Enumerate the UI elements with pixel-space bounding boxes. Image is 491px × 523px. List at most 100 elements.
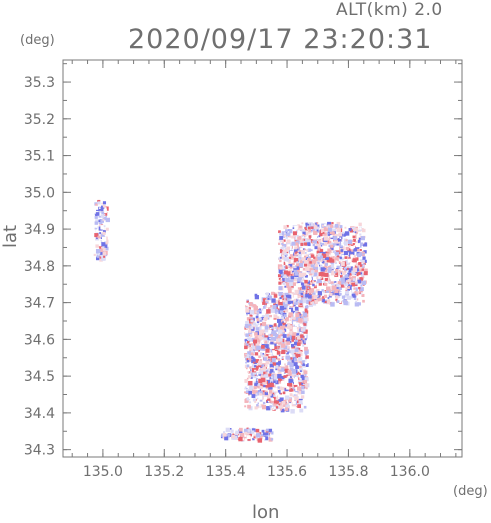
echo-cell: [265, 360, 270, 365]
echo-cell: [356, 268, 359, 272]
echo-cell: [283, 331, 286, 333]
echo-cell: [362, 299, 365, 303]
echo-cell: [269, 295, 273, 299]
echo-cell: [327, 237, 330, 241]
echo-cell: [290, 326, 295, 330]
echo-cell: [294, 271, 299, 276]
echo-cell: [287, 249, 290, 252]
echo-cell: [348, 228, 352, 231]
altitude-label: ALT(km) 2.0: [336, 0, 443, 20]
echo-cell: [359, 264, 363, 267]
echo-cell: [297, 272, 300, 275]
echo-cell: [97, 240, 101, 244]
echo-cell: [343, 300, 348, 306]
echo-cell: [336, 284, 340, 288]
echo-cell: [264, 368, 267, 371]
echo-cell: [293, 382, 295, 384]
echo-cell: [96, 237, 98, 240]
echo-cell: [355, 230, 359, 234]
echo-cell: [300, 385, 305, 390]
echo-cell: [330, 244, 334, 248]
echo-cell: [98, 211, 104, 216]
echo-cell: [279, 249, 284, 254]
echo-cell: [304, 335, 307, 339]
x-tick-label: 135.0: [83, 464, 123, 480]
echo-cell: [283, 239, 286, 242]
echo-cell: [300, 349, 303, 353]
echo-cell: [328, 267, 332, 271]
echo-cell: [101, 256, 106, 261]
echo-cell: [315, 222, 319, 225]
echo-cell: [255, 324, 258, 327]
echo-cell: [251, 345, 256, 350]
echo-cell: [258, 323, 260, 326]
echo-cell: [301, 260, 305, 264]
echo-cell: [315, 258, 319, 262]
echo-cell: [298, 382, 303, 386]
echo-cell: [300, 374, 304, 379]
echo-cell: [320, 248, 324, 253]
echo-cell: [308, 248, 312, 252]
echo-cell: [224, 436, 229, 441]
echo-cell: [301, 222, 304, 225]
echo-cell: [336, 221, 341, 226]
echo-cell: [244, 331, 248, 335]
echo-cell: [271, 329, 274, 332]
echo-cell: [296, 234, 299, 237]
y-tick-label: 34.8: [24, 259, 55, 275]
echo-cell: [258, 378, 263, 384]
echo-cell: [235, 430, 239, 435]
echo-cell: [248, 390, 253, 395]
echo-cell: [286, 403, 290, 407]
echo-cell: [250, 379, 255, 383]
echo-cell: [320, 267, 325, 272]
echo-cell: [95, 213, 98, 216]
y-tick-label: 35.1: [24, 149, 55, 165]
echo-cell: [268, 300, 272, 304]
echo-cell: [323, 236, 329, 241]
echo-cell: [262, 352, 265, 355]
echo-cell: [95, 203, 98, 207]
echo-cell: [317, 278, 322, 284]
echo-cell: [313, 279, 316, 281]
echo-cell: [268, 390, 273, 394]
echo-cell: [284, 389, 288, 393]
echo-cell: [275, 406, 279, 409]
echo-cell: [288, 348, 291, 351]
echo-cell: [280, 246, 284, 251]
echo-cell: [281, 375, 285, 380]
echo-cell: [302, 239, 304, 241]
echo-cell: [252, 352, 255, 356]
echo-cell: [304, 349, 309, 354]
echo-cell: [321, 253, 327, 259]
echo-cell: [292, 282, 298, 287]
echo-cell: [312, 238, 317, 244]
echo-cell: [274, 308, 279, 313]
echo-cell: [296, 261, 299, 264]
echo-cell: [95, 223, 99, 227]
echo-cell: [231, 434, 236, 439]
echo-cell: [255, 342, 260, 347]
echo-cell: [285, 264, 288, 267]
echo-cell: [244, 391, 247, 394]
echo-cell: [257, 402, 260, 404]
echo-cell: [274, 374, 279, 380]
echo-cell: [357, 239, 362, 244]
echo-cell: [352, 288, 356, 292]
echo-cell: [271, 353, 274, 356]
echo-cell: [286, 341, 291, 345]
echo-cell: [287, 300, 291, 305]
echo-cell: [314, 300, 318, 304]
echo-cell: [249, 323, 252, 327]
echo-cell: [329, 236, 331, 239]
echo-cell: [328, 244, 331, 247]
echo-cell: [94, 215, 98, 219]
echo-cell: [319, 242, 322, 245]
echo-cell: [299, 296, 303, 300]
echo-cell: [305, 229, 307, 232]
echo-cell: [307, 242, 311, 246]
echo-cell: [306, 249, 309, 252]
echo-cell: [254, 293, 258, 297]
echo-cell: [294, 376, 297, 380]
echo-cell: [265, 383, 270, 388]
